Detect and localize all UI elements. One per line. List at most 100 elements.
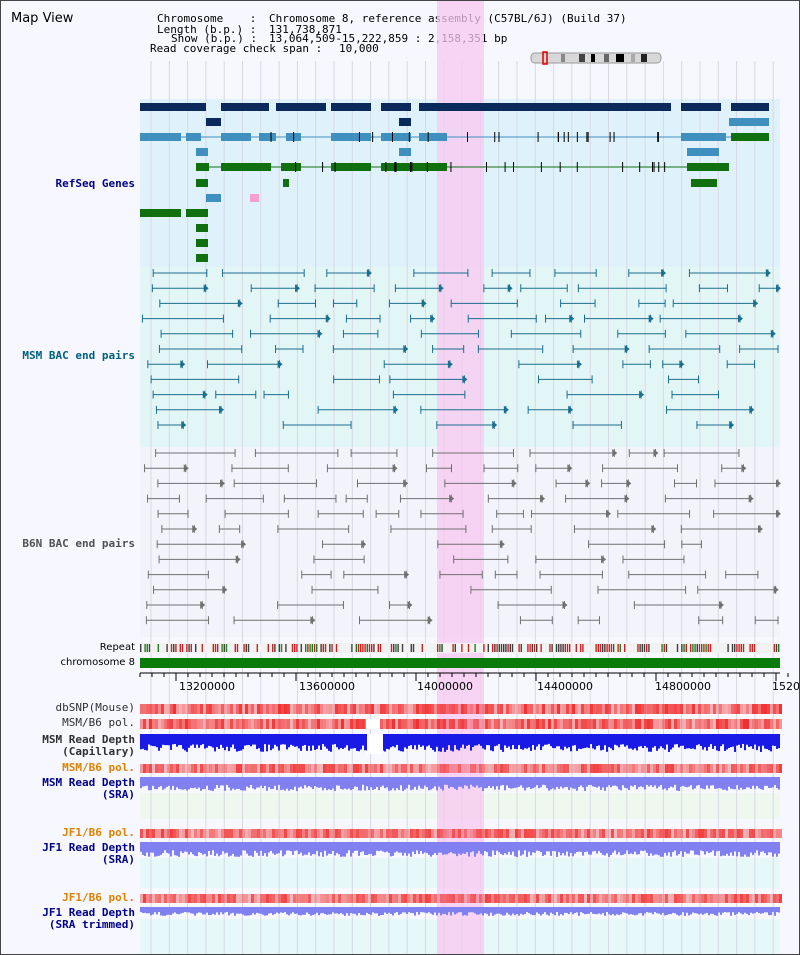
track-label-msm-bac[interactable]: MSM BAC end pairs <box>22 349 135 362</box>
track-label-b6n-bac[interactable]: B6N BAC end pairs <box>22 537 135 550</box>
gene-exon <box>283 179 289 187</box>
depth-bar <box>588 734 590 748</box>
depth-bar <box>410 842 412 857</box>
heat-cell <box>518 764 521 773</box>
depth-bar <box>600 777 602 790</box>
gene-exon <box>259 133 276 141</box>
depth-bar <box>740 777 742 788</box>
heat-cell <box>461 894 464 903</box>
depth-bar <box>778 907 780 913</box>
depth-bar <box>240 842 242 856</box>
heat-cell <box>695 764 698 773</box>
depth-bar <box>268 842 270 853</box>
ideogram-band <box>616 54 624 62</box>
depth-bar <box>378 842 380 851</box>
depth-bar <box>532 734 534 746</box>
heat-cell <box>380 829 383 838</box>
depth-bar <box>628 842 630 855</box>
depth-bar <box>626 734 628 746</box>
heat-cell <box>671 719 674 729</box>
depth-bar <box>222 907 224 915</box>
depth-bar <box>416 907 418 912</box>
heat-cell <box>161 894 164 903</box>
depth-bar <box>414 777 416 787</box>
heat-cell <box>296 829 299 838</box>
depth-bar <box>768 907 770 916</box>
heat-cell <box>491 829 494 838</box>
heat-cell <box>677 829 680 838</box>
depth-bar <box>380 842 382 851</box>
repeat-mark <box>751 644 753 652</box>
heat-cell <box>179 719 182 729</box>
depth-bar <box>618 842 620 853</box>
depth-bar <box>636 842 638 855</box>
heat-cell <box>569 704 572 714</box>
depth-bar <box>738 777 740 790</box>
depth-bar <box>534 734 536 750</box>
depth-bar <box>298 907 300 916</box>
depth-bar <box>508 842 510 852</box>
depth-bar <box>208 734 210 746</box>
depth-bar <box>672 777 674 788</box>
depth-bar <box>232 907 234 913</box>
heat-cell <box>704 719 707 729</box>
heat-cell <box>236 894 239 903</box>
heat-cell <box>362 829 365 838</box>
heat-cell <box>365 829 368 838</box>
depth-bar <box>166 907 168 915</box>
chromosome-ideogram[interactable] <box>530 51 662 65</box>
depth-bar <box>200 734 202 746</box>
depth-bar <box>424 842 426 853</box>
gene-exon <box>206 194 221 202</box>
gene-exon <box>687 163 729 171</box>
depth-bar <box>572 907 574 915</box>
heat-cell <box>593 704 596 714</box>
depth-bar <box>328 777 330 790</box>
heat-cell <box>575 764 578 773</box>
heat-cell <box>440 704 443 714</box>
depth-bar <box>516 842 518 857</box>
heat-cell <box>491 764 494 773</box>
depth-bar <box>462 842 464 854</box>
depth-bar <box>732 734 734 747</box>
depth-bar <box>714 907 716 916</box>
depth-bar <box>182 734 184 749</box>
depth-bar <box>400 777 402 786</box>
depth-bar <box>436 842 438 856</box>
depth-bar <box>310 777 312 788</box>
depth-bar <box>388 842 390 853</box>
depth-bar <box>452 734 454 752</box>
depth-bar <box>732 777 734 790</box>
heat-cell <box>587 894 590 903</box>
heat-cell <box>332 704 335 714</box>
heat-cell <box>584 829 587 838</box>
heat-cell <box>329 764 332 773</box>
heat-cell <box>557 719 560 729</box>
depth-bar <box>350 842 352 857</box>
depth-bar <box>364 734 366 751</box>
heat-cell <box>752 764 755 773</box>
depth-bar <box>496 777 498 787</box>
depth-bar <box>494 734 496 747</box>
heat-cell <box>308 704 311 714</box>
heat-cell <box>701 704 704 714</box>
depth-bar <box>234 842 236 857</box>
depth-bar <box>660 734 662 747</box>
heat-cell <box>404 719 407 729</box>
heat-cell <box>377 764 380 773</box>
ideogram-band <box>561 54 565 62</box>
track-label-refseq[interactable]: RefSeq Genes <box>55 177 135 190</box>
depth-bar <box>556 734 558 747</box>
depth-bar <box>776 734 778 749</box>
heat-cell <box>578 764 581 773</box>
depth-bar <box>738 842 740 853</box>
heat-cell <box>458 704 461 714</box>
depth-bar <box>440 777 442 789</box>
heat-cell <box>305 719 308 729</box>
heat-cell <box>338 704 341 714</box>
depth-bar <box>348 907 350 916</box>
depth-bar <box>426 777 428 788</box>
depth-bar <box>254 777 256 790</box>
depth-bar <box>522 842 524 855</box>
